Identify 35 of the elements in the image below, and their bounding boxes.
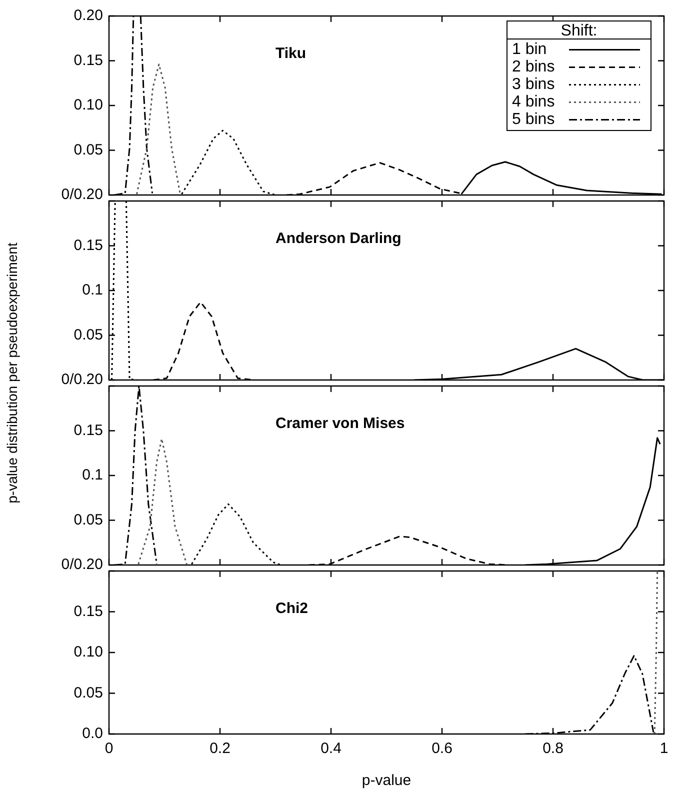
x-tick-label: 0 [104, 740, 114, 758]
y-tick-label: 0.05 [74, 684, 103, 702]
y-tick-label: 0.15 [74, 422, 103, 439]
text: Anderson Darling [276, 230, 402, 247]
y-tick-label: 0.20 [74, 7, 103, 24]
y-tick-label: 0.10 [74, 644, 103, 661]
legend-label: 4 bins [512, 94, 555, 111]
y-tick-label: 0.15 [74, 236, 103, 254]
y-tick-label: 0/0.20 [61, 371, 103, 388]
y-tick-label: 0.1 [82, 282, 103, 299]
x-axis-title: p-value [362, 772, 412, 790]
x-tick-label: 0.4 [320, 740, 342, 758]
y-axis-title: p-value distribution per pseudoexperiment [4, 242, 20, 504]
text: Cramer von Mises [276, 415, 405, 432]
x-tick-label: 0.6 [432, 740, 452, 758]
y-tick-label: 0.05 [74, 326, 103, 344]
legend-label: 3 bins [512, 76, 555, 94]
legend-label: 1 bin [512, 41, 547, 58]
y-tick-label: 0.15 [74, 602, 103, 620]
legend-title: Shift: [560, 22, 598, 40]
x-tick-label: 1 [660, 740, 668, 758]
y-tick-label: 0.1 [82, 466, 103, 484]
text: Tiku [276, 45, 306, 62]
y-tick-label: 0.05 [74, 141, 103, 158]
y-tick-label: 0.10 [74, 96, 103, 114]
x-tick-label: 0.2 [210, 740, 230, 758]
text: Chi2 [276, 600, 308, 617]
y-tick-label: 0.15 [74, 52, 103, 69]
legend-label: 2 bins [512, 58, 555, 76]
y-tick-label: 0/0.20 [61, 186, 103, 204]
legend-label: 5 bins [512, 111, 555, 128]
x-tick-label: 0.8 [542, 740, 564, 758]
y-tick-label: 0/0.20 [61, 556, 103, 574]
y-tick-label: 0.0 [82, 725, 103, 742]
y-tick-label: 0.05 [74, 511, 103, 528]
